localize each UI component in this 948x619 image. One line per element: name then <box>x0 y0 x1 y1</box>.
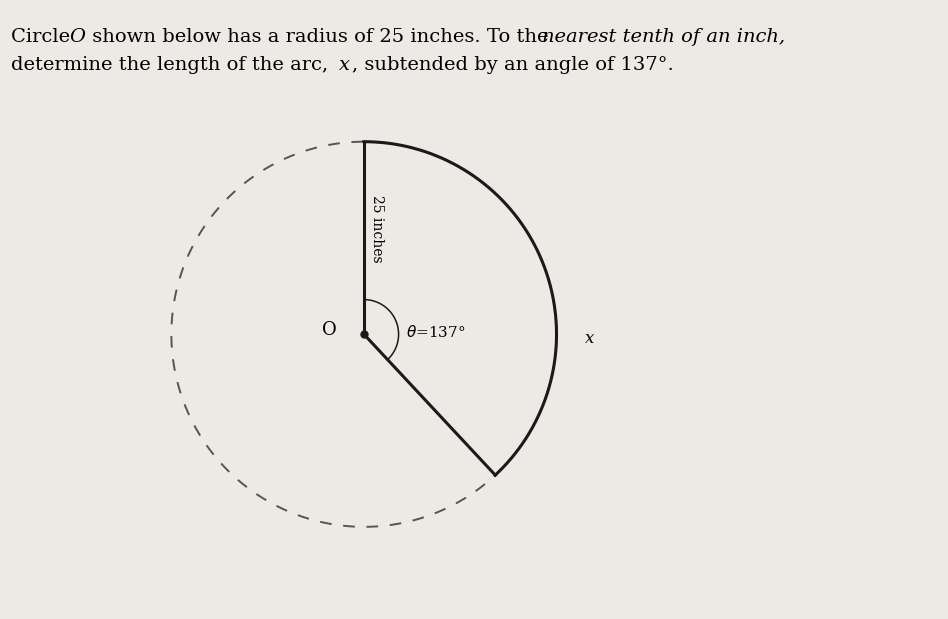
Text: nearest tenth of an inch,: nearest tenth of an inch, <box>542 28 785 46</box>
Text: O: O <box>322 321 337 339</box>
Text: x: x <box>586 329 594 347</box>
Text: O: O <box>69 28 85 46</box>
Text: 25 inches: 25 inches <box>371 194 385 262</box>
Text: Circle: Circle <box>11 28 77 46</box>
Text: , subtended by an angle of 137°.: , subtended by an angle of 137°. <box>352 56 673 74</box>
Text: determine the length of the arc,: determine the length of the arc, <box>11 56 335 74</box>
Text: shown below has a radius of 25 inches. To the: shown below has a radius of 25 inches. T… <box>86 28 555 46</box>
Text: $\theta$=137°: $\theta$=137° <box>407 324 465 340</box>
Text: x: x <box>339 56 351 74</box>
